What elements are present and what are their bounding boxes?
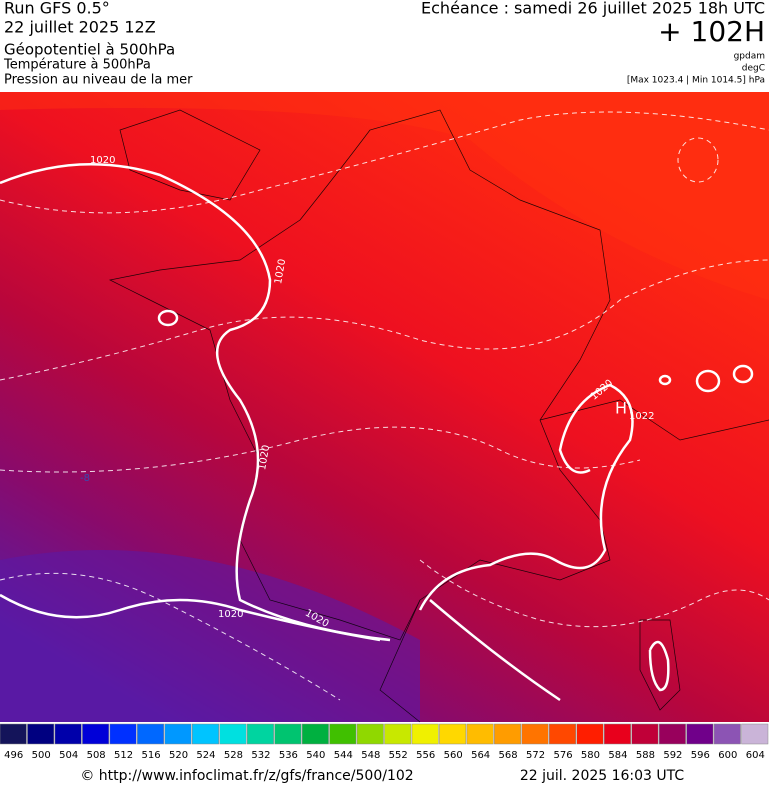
colorbar-swatch [631,723,659,745]
colorbar-swatch [109,723,137,745]
colorbar-label: 520 [169,750,188,761]
colorbar-label: 556 [416,750,435,761]
colorbar-label: 584 [608,750,627,761]
colorbar-label: 604 [746,750,765,761]
colorbar-swatch [686,723,714,745]
colorbar-label: 580 [581,750,600,761]
colorbar-label: 532 [251,750,270,761]
colorbar-label: 512 [114,750,133,761]
colorbar-label: 528 [224,750,243,761]
colorbar-swatch [384,723,412,745]
cold-zone [0,550,420,722]
colorbar-label: 596 [691,750,710,761]
unit-degc: degC [742,64,765,74]
colorbar-swatch [301,723,329,745]
colorbar-label: 564 [471,750,490,761]
colorbar-label: 548 [361,750,380,761]
colorbar-label: 560 [444,750,463,761]
colorbar-label: 536 [279,750,298,761]
field-geopotential: Géopotentiel à 500hPa [4,41,175,59]
colorbar-swatch [137,723,165,745]
borders [108,109,769,723]
colorbar-swatch [741,723,769,745]
colorbar-swatch [466,723,494,745]
colorbar-label: 588 [636,750,655,761]
colorbar-label: 576 [553,750,572,761]
source-url: © http://www.infoclimat.fr/z/gfs/france/… [80,768,413,784]
high-value: 1022 [629,411,654,422]
colorbar-label: 496 [4,750,23,761]
isobar-label: 1020 [257,444,272,471]
map: 1020 1020 1020 1020 1020 1020 1022 H -8 [0,92,769,723]
colorbar-swatch [494,723,522,745]
colorbar-swatch [356,723,384,745]
unit-gpdam: gpdam [734,52,765,62]
colorbar-swatch [411,723,439,745]
colorbar-swatch [713,723,741,745]
colorbar-swatch [0,723,27,745]
run-title: Run GFS 0.5° [4,0,110,18]
colorbar-swatch [603,723,631,745]
colorbar-swatch [246,723,274,745]
colorbar-label: 500 [32,750,51,761]
colorbar-label: 544 [334,750,353,761]
colorbar-swatch [219,723,247,745]
field-temperature: Température à 500hPa [3,58,151,73]
colorbar-label: 524 [196,750,215,761]
colorbar: 496 500 504 508 512 516 520 524 528 532 536 540 544 5… [0,723,769,761]
colorbar-swatch [329,723,357,745]
pressure-range: [Max 1023.4 | Min 1014.5] hPa [627,76,765,86]
isobars [0,163,754,702]
colorbar-swatch [521,723,549,745]
run-date: 22 juillet 2025 12Z [4,18,156,37]
colorbar-swatch [54,723,82,745]
colorbar-label: 552 [389,750,408,761]
colorbar-label: 516 [142,750,161,761]
colorbar-swatch [164,723,192,745]
colorbar-swatch [192,723,219,745]
colorbar-label: 568 [499,750,518,761]
temperature-label: -8 [80,473,90,484]
colorbar-label: 540 [306,750,325,761]
colorbar-label: 572 [526,750,545,761]
colorbar-label: 504 [59,750,78,761]
colorbar-swatch [82,723,110,745]
issue-date: 22 juil. 2025 16:03 UTC [520,768,685,784]
colorbar-swatch [549,723,576,745]
field-pressure: Pression au niveau de la mer [4,73,193,88]
colorbar-label: 600 [718,750,737,761]
warm-zone [0,92,769,300]
colorbar-swatch [274,723,302,745]
lead-time: + 102H [658,15,765,48]
colorbar-label: 592 [663,750,682,761]
colorbar-swatch [439,723,467,745]
colorbar-swatch [658,723,686,745]
colorbar-swatch [576,723,604,745]
colorbar-swatch [27,723,55,745]
isobar-label: 1020 [273,258,288,285]
forecast-time: Echéance : samedi 26 juillet 2025 18h UT… [421,0,765,18]
isobar-label: 1020 [218,609,243,620]
high-marker: H [615,399,627,418]
colorbar-label: 508 [87,750,106,761]
isobar-label: 1020 [90,155,115,166]
